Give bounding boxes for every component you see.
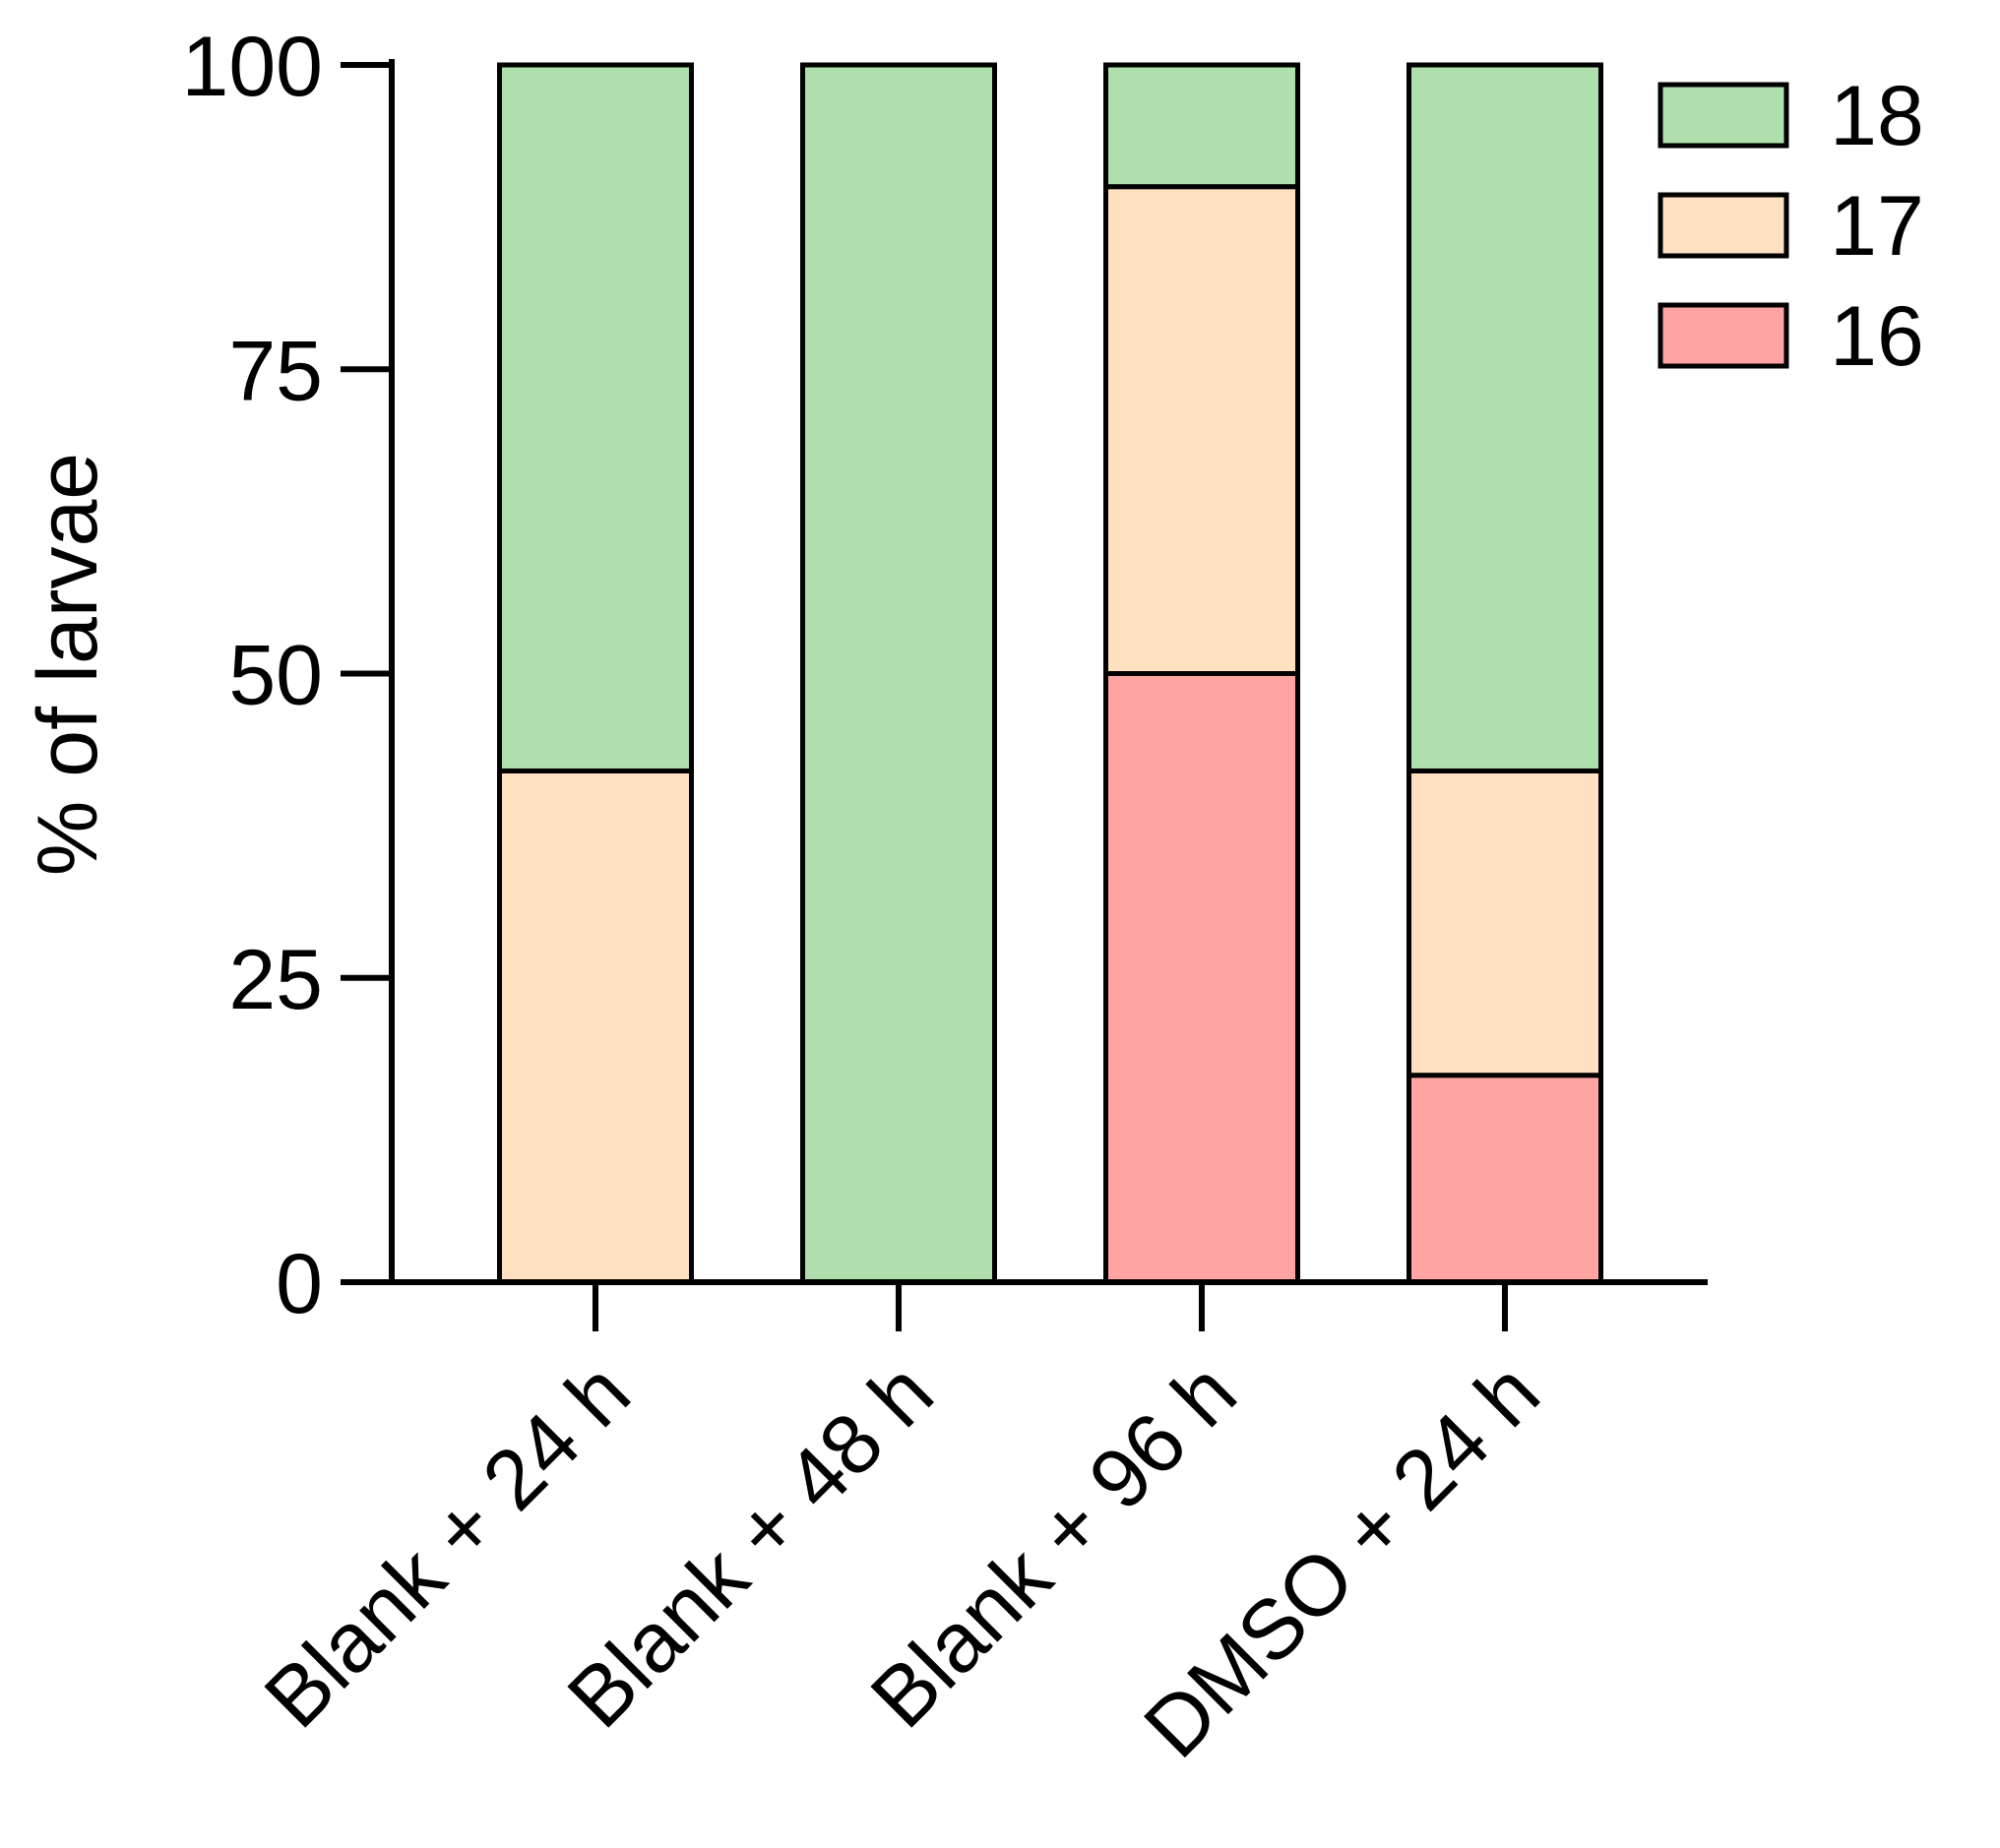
y-tick-label: 50 <box>228 629 323 723</box>
legend-item: 17 <box>1657 179 1924 274</box>
bar-stack <box>800 62 997 1285</box>
legend-label: 16 <box>1830 289 1924 384</box>
bar-segment-16 <box>1103 671 1300 1285</box>
legend-label: 18 <box>1830 69 1924 163</box>
legend-item: 16 <box>1657 289 1924 384</box>
legend-swatch <box>1657 82 1789 149</box>
bar-stack <box>497 62 694 1285</box>
bar-segment-17 <box>497 768 694 1285</box>
bar-segment-18 <box>1103 62 1300 190</box>
bar-stack <box>1406 62 1603 1285</box>
bar-segment-17 <box>1406 768 1603 1078</box>
y-tick-label: 25 <box>228 933 323 1027</box>
legend-item: 18 <box>1657 69 1924 163</box>
y-tick-label: 0 <box>276 1237 323 1331</box>
bar-stack <box>1103 62 1300 1285</box>
legend-swatch <box>1657 192 1789 259</box>
legend-label: 17 <box>1830 179 1924 274</box>
y-tick-label: 75 <box>228 324 323 418</box>
legend: 18 17 16 <box>1657 69 1924 384</box>
y-axis-title: % of larvae <box>21 453 115 876</box>
bar-segment-18 <box>1406 62 1603 773</box>
bar-segment-18 <box>800 62 997 1285</box>
bar-segment-17 <box>1103 184 1300 676</box>
bars-layer <box>497 62 1603 1285</box>
bar-segment-16 <box>1406 1073 1603 1285</box>
y-tick-label: 100 <box>182 20 324 114</box>
legend-swatch <box>1657 302 1789 369</box>
bar-segment-18 <box>497 62 694 773</box>
